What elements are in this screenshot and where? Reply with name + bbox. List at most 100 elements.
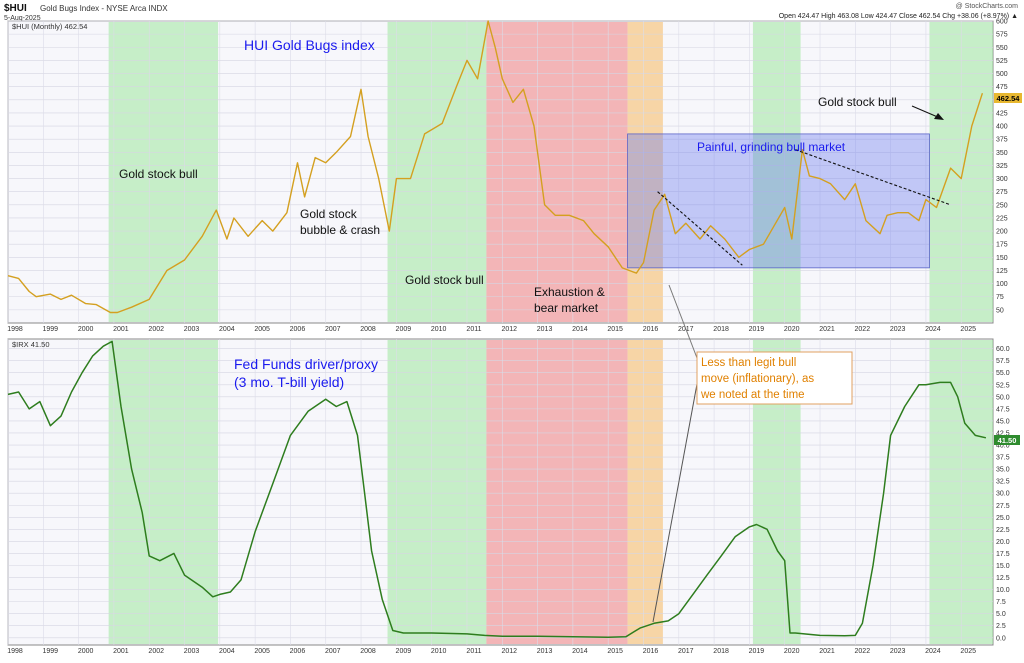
hui-y-tick-label: 575 xyxy=(996,32,1008,39)
hui-x-tick-label: 2002 xyxy=(148,326,164,333)
hui-x-tick-label: 2006 xyxy=(290,326,306,333)
callout-line2: move (inflationary), as xyxy=(701,373,814,385)
hui-x-tick-label: 2024 xyxy=(925,326,941,333)
irx-y-tick-label: 57.5 xyxy=(996,358,1010,365)
annotation-gold-bull-1: Gold stock bull xyxy=(119,167,198,181)
hui-x-tick-label: 2003 xyxy=(184,326,200,333)
irx-y-tick-label: 20.0 xyxy=(996,539,1010,546)
grinding-bull-box xyxy=(627,133,930,269)
hui-x-tick-label: 2013 xyxy=(537,326,553,333)
irx-zone-bull-0 xyxy=(108,340,219,644)
irx-x-tick-label: 2016 xyxy=(643,648,659,655)
irx-x-tick-label: 2017 xyxy=(678,648,694,655)
irx-x-tick-label: 2012 xyxy=(501,648,517,655)
irx-zone-bull-1 xyxy=(387,340,487,644)
hui-x-tick-label: 2005 xyxy=(254,326,270,333)
hui-y-tick-label: 125 xyxy=(996,268,1008,275)
irx-y-tick-label: 2.5 xyxy=(996,623,1006,630)
hui-x-tick-label: 2016 xyxy=(643,326,659,333)
hui-y-tick-label: 200 xyxy=(996,229,1008,236)
hui-x-tick-label: 1998 xyxy=(7,326,23,333)
irx-y-tick-label: 5.0 xyxy=(996,611,1006,618)
hui-y-tick-label: 225 xyxy=(996,215,1008,222)
irx-gridlines xyxy=(7,339,993,645)
hui-x-tick-label: 1999 xyxy=(43,326,59,333)
annotation-gold-bull-3: Gold stock bull xyxy=(818,95,897,109)
hui-zone-bear-2 xyxy=(486,22,628,322)
callout-line1: Less than legit bull xyxy=(701,357,796,369)
hui-y-tick-label: 550 xyxy=(996,45,1008,52)
header-name: Gold Bugs Index - NYSE Arca INDX xyxy=(40,4,168,13)
irx-y-tick-label: 0.0 xyxy=(996,635,1006,642)
irx-y-tick-label: 32.5 xyxy=(996,479,1010,486)
callout-pointer-bottom xyxy=(652,383,698,623)
irx-y-tick-label: 60.0 xyxy=(996,346,1010,353)
hui-x-tick-label: 2010 xyxy=(431,326,447,333)
irx-x-tick-label: 2024 xyxy=(925,648,941,655)
annotation-bubble-line2: bubble & crash xyxy=(300,223,380,237)
header-symbol: $HUI xyxy=(4,3,27,14)
hui-series-line xyxy=(7,20,984,314)
hui-x-tick-label: 2025 xyxy=(960,326,976,333)
header-date: 5-Aug-2025 xyxy=(4,15,41,22)
irx-y-tick-label: 10.0 xyxy=(996,587,1010,594)
irx-y-tick-label: 37.5 xyxy=(996,455,1010,462)
hui-zone-bull-4 xyxy=(752,22,801,322)
irx-x-tick-label: 2018 xyxy=(713,648,729,655)
irx-x-tick-label: 2014 xyxy=(572,648,588,655)
irx-x-tick-label: 2019 xyxy=(749,648,765,655)
annotation-gold-bull-2: Gold stock bull xyxy=(405,273,484,287)
irx-x-tick-label: 2025 xyxy=(960,648,976,655)
header-ohlc: Open 424.47 High 463.08 Low 424.47 Close… xyxy=(779,13,1018,20)
hui-x-tick-label: 2019 xyxy=(749,326,765,333)
axes: 50 75 100 125 150 175 200 225 250 275 300 325 350 375… xyxy=(7,19,1010,656)
grinding-bull-box-rect xyxy=(627,133,930,269)
irx-y-tick-label: 27.5 xyxy=(996,503,1010,510)
hui-y-tick-label: 250 xyxy=(996,202,1008,209)
hui-y-tick-label: 300 xyxy=(996,176,1008,183)
hui-gridlines xyxy=(7,20,993,323)
hui-x-tick-label: 2014 xyxy=(572,326,588,333)
hui-y-tick-label: 325 xyxy=(996,163,1008,170)
hui-x-tick-label: 2009 xyxy=(396,326,412,333)
hui-y-tick-label: 75 xyxy=(996,294,1004,301)
hui-y-tick-label: 150 xyxy=(996,255,1008,262)
irx-y-tick-label: 30.0 xyxy=(996,491,1010,498)
callout-line3: we noted at the time xyxy=(700,389,805,401)
hui-y-tick-label: 425 xyxy=(996,110,1008,117)
hui-x-tick-label: 2008 xyxy=(360,326,376,333)
irx-x-tick-label: 2003 xyxy=(184,648,200,655)
hui-x-tick-label: 2000 xyxy=(78,326,94,333)
annotation-exhaustion-line1: Exhaustion & xyxy=(534,285,605,299)
irx-y-tick-label: 40.0 xyxy=(996,443,1010,450)
irx-x-tick-label: 1999 xyxy=(43,648,59,655)
annotation-exhaustion-line2: bear market xyxy=(534,301,599,315)
annotation-arrow-line xyxy=(911,105,941,119)
annotation-grinding-bull: Painful, grinding bull market xyxy=(697,140,846,154)
irx-y-tick-label: 42.5 xyxy=(996,430,1010,437)
hui-y-tick-label: 275 xyxy=(996,189,1008,196)
irx-y-tick-label: 35.0 xyxy=(996,467,1010,474)
series-lines xyxy=(7,20,987,639)
irx-x-tick-label: 1998 xyxy=(7,648,23,655)
hui-x-tick-label: 2007 xyxy=(325,326,341,333)
irx-y-tick-label: 22.5 xyxy=(996,527,1010,534)
irx-y-tick-label: 17.5 xyxy=(996,551,1010,558)
irx-price-tag-label: 41.50 xyxy=(998,436,1017,445)
hui-title: HUI Gold Bugs index xyxy=(244,37,375,53)
watermark: @ StockCharts.com xyxy=(956,3,1019,10)
irx-x-tick-label: 2004 xyxy=(219,648,235,655)
irx-x-tick-label: 2002 xyxy=(148,648,164,655)
irx-y-tick-label: 50.0 xyxy=(996,394,1010,401)
hui-price-tag-label: 462.54 xyxy=(997,94,1021,103)
hui-y-tick-label: 50 xyxy=(996,307,1004,314)
hui-x-tick-label: 2022 xyxy=(855,326,871,333)
hui-y-tick-label: 500 xyxy=(996,71,1008,78)
hui-x-tick-label: 2011 xyxy=(466,326,481,333)
hui-x-tick-label: 2018 xyxy=(713,326,729,333)
irx-x-tick-label: 2001 xyxy=(113,648,129,655)
hui-x-tick-label: 2012 xyxy=(501,326,517,333)
irx-x-tick-label: 2023 xyxy=(890,648,906,655)
